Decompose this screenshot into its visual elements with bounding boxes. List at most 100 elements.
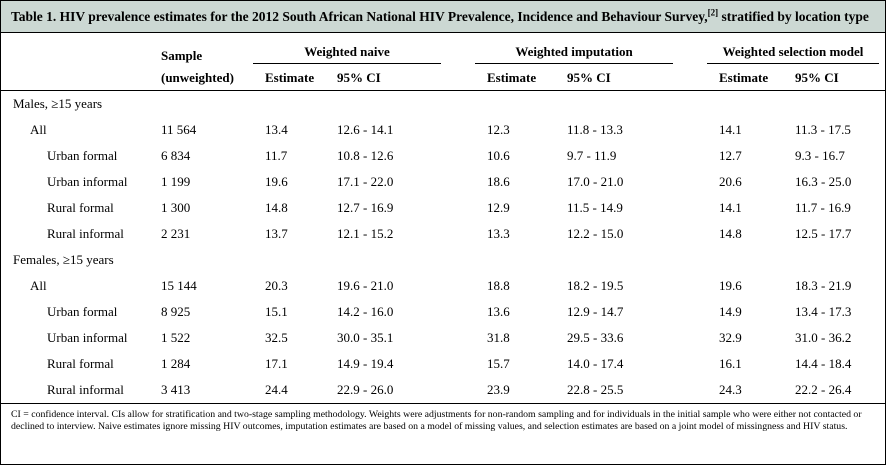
sub-header-row: (unweighted) Estimate 95% CI Estimate 95… <box>1 63 885 91</box>
group-header-weighted-imputation-label: Weighted imputation <box>475 44 673 64</box>
naive-ci-value: 14.2 - 16.0 <box>337 303 394 319</box>
row-label: All <box>30 277 47 293</box>
selection-ci-value: 11.3 - 17.5 <box>795 121 851 137</box>
sample-value: 15 144 <box>161 277 197 293</box>
data-row: Urban informal 1 199 19.6 17.1 - 22.0 18.6 17… <box>1 169 885 195</box>
data-row: All 11 564 13.4 12.6 - 14.1 12.3 11.8 - 13.3 1… <box>1 117 885 143</box>
imputation-estimate-value: 12.9 <box>487 199 510 215</box>
imputation-ci-value: 29.5 - 33.6 <box>567 329 624 345</box>
section-row: Males, ≥15 years <box>1 90 885 117</box>
imputation-estimate-header: Estimate <box>475 63 555 91</box>
imputation-ci-header: 95% CI <box>555 63 707 91</box>
naive-estimate-value: 14.8 <box>265 199 288 215</box>
naive-estimate-value: 24.4 <box>265 381 288 397</box>
imputation-estimate-value: 23.9 <box>487 381 510 397</box>
table-title-main: Table 1. HIV prevalence estimates for th… <box>11 9 708 24</box>
sample-value: 1 284 <box>161 355 191 371</box>
naive-estimate-value: 13.4 <box>265 121 288 137</box>
corner-cell <box>1 33 149 64</box>
section-label: Males, ≥15 years <box>13 95 103 111</box>
sample-value: 11 564 <box>161 121 197 137</box>
naive-ci-value: 12.7 - 16.9 <box>337 199 394 215</box>
selection-estimate-value: 19.6 <box>719 277 742 293</box>
imputation-estimate-value: 12.3 <box>487 121 510 137</box>
selection-estimate-value: 14.1 <box>719 199 742 215</box>
naive-ci-value: 22.9 - 26.0 <box>337 381 394 397</box>
row-label: Rural formal <box>47 199 114 215</box>
naive-ci-value: 10.8 - 12.6 <box>337 147 394 163</box>
naive-estimate-value: 17.1 <box>265 355 288 371</box>
naive-estimate-header: Estimate <box>253 63 325 91</box>
row-label: Rural formal <box>47 355 114 371</box>
imputation-estimate-value: 18.6 <box>487 173 510 189</box>
selection-estimate-header: Estimate <box>707 63 783 91</box>
row-label: Urban informal <box>47 173 128 189</box>
group-header-row: Sample Weighted naive Weighted imputatio… <box>1 33 885 64</box>
naive-estimate-value: 20.3 <box>265 277 288 293</box>
imputation-ci-value: 12.9 - 14.7 <box>567 303 624 319</box>
selection-estimate-value: 12.7 <box>719 147 742 163</box>
naive-ci-header: 95% CI <box>325 63 475 91</box>
data-row: Rural formal 1 300 14.8 12.7 - 16.9 12.9 11.5… <box>1 195 885 221</box>
imputation-estimate-value: 15.7 <box>487 355 510 371</box>
empty-header-cell <box>1 63 149 91</box>
imputation-ci-value: 12.2 - 15.0 <box>567 225 624 241</box>
section-row: Females, ≥15 years <box>1 247 885 273</box>
selection-estimate-value: 24.3 <box>719 381 742 397</box>
table-title: Table 1. HIV prevalence estimates for th… <box>1 1 885 33</box>
naive-estimate-value: 32.5 <box>265 329 288 345</box>
naive-estimate-value: 11.7 <box>265 147 288 163</box>
naive-ci-value: 12.1 - 15.2 <box>337 225 394 241</box>
data-row: Rural informal 3 413 24.4 22.9 - 26.0 23.9 22… <box>1 377 885 403</box>
imputation-ci-value: 18.2 - 19.5 <box>567 277 624 293</box>
naive-estimate-value: 19.6 <box>265 173 288 189</box>
prevalence-table: Sample Weighted naive Weighted imputatio… <box>1 33 885 403</box>
table-title-rest: stratified by location type <box>718 9 869 24</box>
sample-header-line1: Sample <box>161 47 203 63</box>
group-header-weighted-naive-label: Weighted naive <box>253 44 441 64</box>
row-label: Urban formal <box>47 303 118 319</box>
naive-ci-value: 30.0 - 35.1 <box>337 329 394 345</box>
imputation-ci-value: 22.8 - 25.5 <box>567 381 624 397</box>
selection-ci-value: 18.3 - 21.9 <box>795 277 852 293</box>
sample-value: 6 834 <box>161 147 191 163</box>
imputation-ci-value: 9.7 - 11.9 <box>567 147 617 163</box>
imputation-ci-value: 11.5 - 14.9 <box>567 199 623 215</box>
sample-value: 1 300 <box>161 199 191 215</box>
data-row: Urban formal 8 925 15.1 14.2 - 16.0 13.6 12.9… <box>1 299 885 325</box>
selection-estimate-value: 14.9 <box>719 303 742 319</box>
selection-estimate-value: 14.1 <box>719 121 742 137</box>
imputation-estimate-value: 18.8 <box>487 277 510 293</box>
section-label: Females, ≥15 years <box>13 251 114 267</box>
selection-ci-value: 12.5 - 17.7 <box>795 225 852 241</box>
naive-ci-value: 17.1 - 22.0 <box>337 173 394 189</box>
imputation-estimate-value: 13.3 <box>487 225 510 241</box>
selection-ci-value: 9.3 - 16.7 <box>795 147 845 163</box>
selection-ci-value: 14.4 - 18.4 <box>795 355 852 371</box>
naive-estimate-value: 13.7 <box>265 225 288 241</box>
sample-value: 1 199 <box>161 173 191 189</box>
row-label: All <box>30 121 47 137</box>
naive-ci-value: 12.6 - 14.1 <box>337 121 394 137</box>
table-title-citation: [2] <box>707 7 719 18</box>
selection-estimate-value: 32.9 <box>719 329 742 345</box>
data-row: Urban formal 6 834 11.7 10.8 - 12.6 10.6 9.7 … <box>1 143 885 169</box>
data-row: Rural informal 2 231 13.7 12.1 - 15.2 13.3 12… <box>1 221 885 247</box>
selection-ci-value: 11.7 - 16.9 <box>795 199 851 215</box>
imputation-estimate-value: 31.8 <box>487 329 510 345</box>
data-row: All 15 144 20.3 19.6 - 21.0 18.8 18.2 - 19.5 1… <box>1 273 885 299</box>
imputation-ci-value: 11.8 - 13.3 <box>567 121 623 137</box>
imputation-estimate-value: 10.6 <box>487 147 510 163</box>
group-header-weighted-selection-model: Weighted selection model <box>707 33 885 64</box>
imputation-estimate-value: 13.6 <box>487 303 510 319</box>
group-header-weighted-imputation: Weighted imputation <box>475 33 707 64</box>
imputation-ci-value: 14.0 - 17.4 <box>567 355 624 371</box>
selection-ci-value: 16.3 - 25.0 <box>795 173 852 189</box>
sample-header-line2: (unweighted) <box>149 63 253 91</box>
table-body: Males, ≥15 years All 11 564 13.4 12.6 - 14.1… <box>1 90 885 403</box>
sample-value: 3 413 <box>161 381 191 397</box>
imputation-ci-value: 17.0 - 21.0 <box>567 173 624 189</box>
sample-value: 2 231 <box>161 225 191 241</box>
naive-ci-value: 14.9 - 19.4 <box>337 355 394 371</box>
